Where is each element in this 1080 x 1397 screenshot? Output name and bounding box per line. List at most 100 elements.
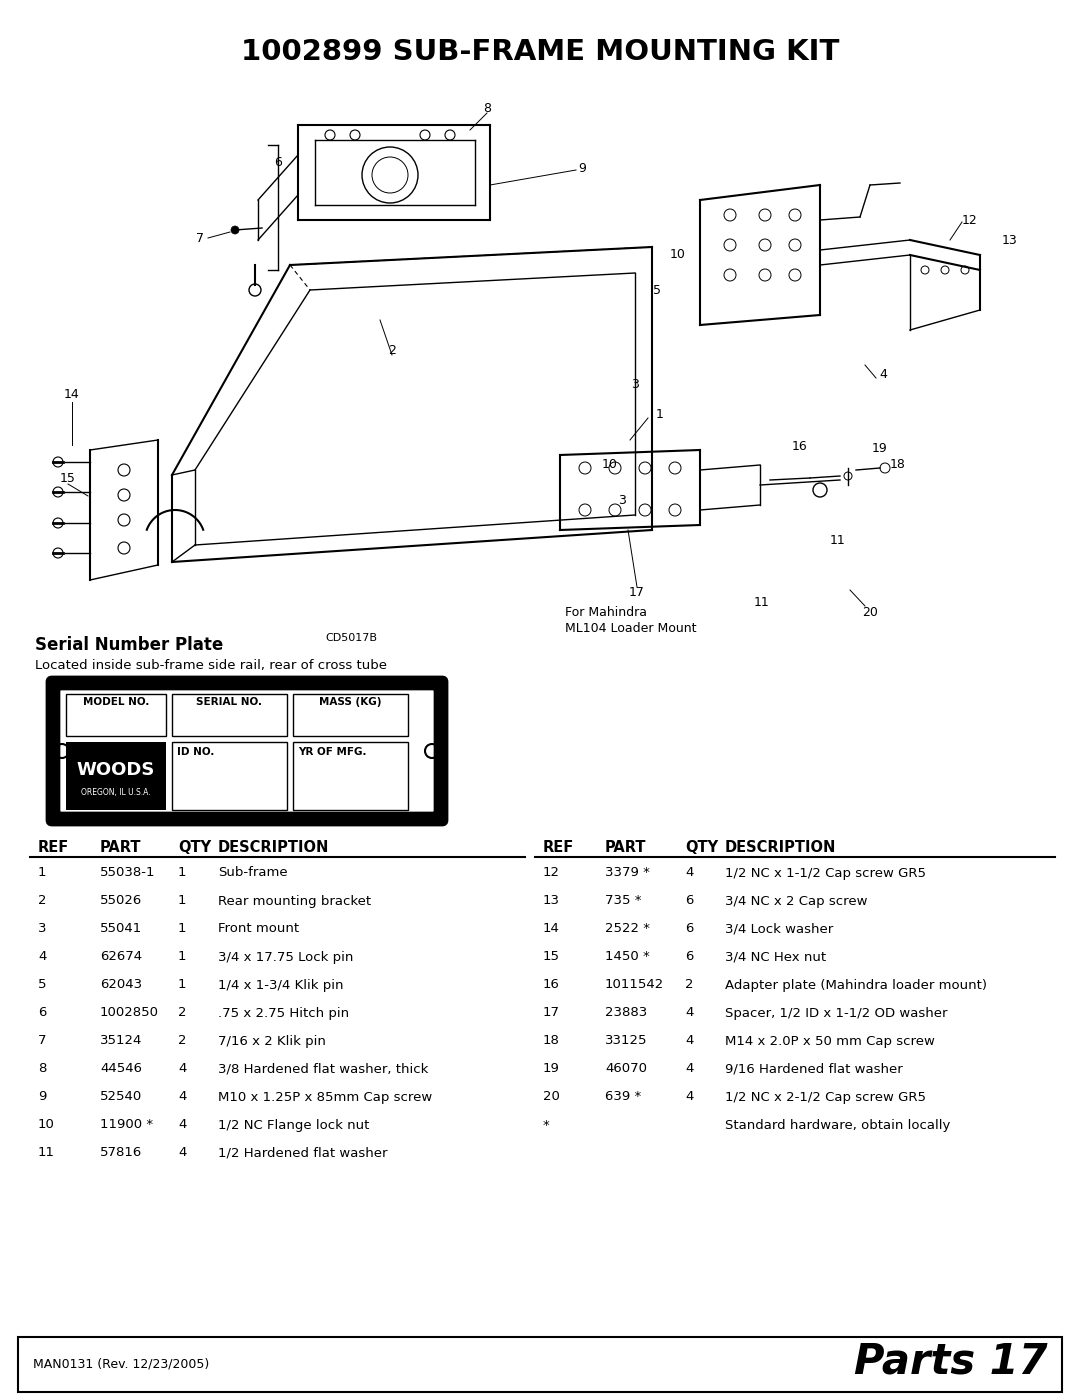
Text: 12: 12 xyxy=(962,214,977,226)
Text: 10: 10 xyxy=(602,458,618,472)
FancyBboxPatch shape xyxy=(60,690,434,812)
Text: 2: 2 xyxy=(38,894,46,908)
Text: 14: 14 xyxy=(64,388,80,401)
Text: 20: 20 xyxy=(862,605,878,619)
Text: 1/4 x 1-3/4 Klik pin: 1/4 x 1-3/4 Klik pin xyxy=(218,978,343,992)
Bar xyxy=(172,742,287,810)
Text: Located inside sub-frame side rail, rear of cross tube: Located inside sub-frame side rail, rear… xyxy=(35,659,387,672)
Text: 1: 1 xyxy=(178,922,187,936)
Bar xyxy=(293,694,408,736)
Text: 2522 *: 2522 * xyxy=(605,922,650,936)
Text: MAN0131 (Rev. 12/23/2005): MAN0131 (Rev. 12/23/2005) xyxy=(33,1358,210,1370)
Text: 17: 17 xyxy=(543,1006,561,1020)
Text: Serial Number Plate: Serial Number Plate xyxy=(35,636,224,654)
Circle shape xyxy=(231,226,239,235)
Text: 23883: 23883 xyxy=(605,1006,647,1020)
Text: CD5017B: CD5017B xyxy=(325,633,377,643)
Text: 1/2 NC x 1-1/2 Cap screw GR5: 1/2 NC x 1-1/2 Cap screw GR5 xyxy=(725,866,926,880)
Text: 19: 19 xyxy=(543,1063,559,1076)
Text: .75 x 2.75 Hitch pin: .75 x 2.75 Hitch pin xyxy=(218,1006,349,1020)
Text: 2: 2 xyxy=(388,344,396,356)
Text: 1011542: 1011542 xyxy=(605,978,664,992)
Text: 52540: 52540 xyxy=(100,1091,143,1104)
Text: SERIAL NO.: SERIAL NO. xyxy=(195,697,262,707)
Text: DESCRIPTION: DESCRIPTION xyxy=(218,840,329,855)
Text: 19: 19 xyxy=(873,441,888,454)
Text: Spacer, 1/2 ID x 1-1/2 OD washer: Spacer, 1/2 ID x 1-1/2 OD washer xyxy=(725,1006,947,1020)
Text: Sub-frame: Sub-frame xyxy=(218,866,287,880)
Text: Rear mounting bracket: Rear mounting bracket xyxy=(218,894,372,908)
Text: 46070: 46070 xyxy=(605,1063,647,1076)
Text: 735 *: 735 * xyxy=(605,894,642,908)
Text: 11: 11 xyxy=(831,534,846,546)
Text: 18: 18 xyxy=(543,1035,559,1048)
Text: 11900 *: 11900 * xyxy=(100,1119,153,1132)
Text: 16: 16 xyxy=(543,978,559,992)
Text: 6: 6 xyxy=(685,950,693,964)
Text: 4: 4 xyxy=(685,1063,693,1076)
Text: M10 x 1.25P x 85mm Cap screw: M10 x 1.25P x 85mm Cap screw xyxy=(218,1091,432,1104)
Bar xyxy=(66,742,166,810)
Text: 7/16 x 2 Klik pin: 7/16 x 2 Klik pin xyxy=(218,1035,326,1048)
Text: 55026: 55026 xyxy=(100,894,143,908)
Text: 4: 4 xyxy=(685,1035,693,1048)
Text: 6: 6 xyxy=(685,922,693,936)
Text: 3/4 NC x 2 Cap screw: 3/4 NC x 2 Cap screw xyxy=(725,894,867,908)
Text: 3: 3 xyxy=(618,493,626,507)
Text: 62043: 62043 xyxy=(100,978,143,992)
Text: 1: 1 xyxy=(178,978,187,992)
Text: 4: 4 xyxy=(178,1147,187,1160)
Text: 639 *: 639 * xyxy=(605,1091,642,1104)
Text: 4: 4 xyxy=(685,866,693,880)
Text: 9: 9 xyxy=(38,1091,46,1104)
Text: 6: 6 xyxy=(274,156,282,169)
Text: 3: 3 xyxy=(38,922,46,936)
Text: DESCRIPTION: DESCRIPTION xyxy=(725,840,836,855)
Text: *: * xyxy=(543,1119,550,1132)
Text: 1002850: 1002850 xyxy=(100,1006,159,1020)
Text: 2: 2 xyxy=(178,1035,187,1048)
Text: 1: 1 xyxy=(178,866,187,880)
Text: 5: 5 xyxy=(38,978,46,992)
Text: 8: 8 xyxy=(38,1063,46,1076)
Text: 2: 2 xyxy=(685,978,693,992)
Bar xyxy=(18,1337,1062,1391)
Text: 4: 4 xyxy=(685,1091,693,1104)
Text: Front mount: Front mount xyxy=(218,922,299,936)
Text: 35124: 35124 xyxy=(100,1035,143,1048)
Text: 3: 3 xyxy=(631,379,639,391)
Text: 4: 4 xyxy=(879,369,887,381)
Text: WOODS: WOODS xyxy=(77,761,156,780)
Text: 6: 6 xyxy=(38,1006,46,1020)
Text: 62674: 62674 xyxy=(100,950,143,964)
Text: 1450 *: 1450 * xyxy=(605,950,650,964)
Text: For Mahindra: For Mahindra xyxy=(565,605,647,619)
Text: 9: 9 xyxy=(578,162,586,175)
Text: 3/8 Hardened flat washer, thick: 3/8 Hardened flat washer, thick xyxy=(218,1063,429,1076)
Text: M14 x 2.0P x 50 mm Cap screw: M14 x 2.0P x 50 mm Cap screw xyxy=(725,1035,935,1048)
Text: 15: 15 xyxy=(60,472,76,485)
Text: 4: 4 xyxy=(685,1006,693,1020)
Text: 4: 4 xyxy=(178,1119,187,1132)
Text: ID NO.: ID NO. xyxy=(177,747,214,757)
Bar xyxy=(172,694,287,736)
Text: 1/2 Hardened flat washer: 1/2 Hardened flat washer xyxy=(218,1147,388,1160)
Text: 17: 17 xyxy=(629,587,645,599)
Text: REF: REF xyxy=(543,840,575,855)
Text: 11: 11 xyxy=(38,1147,55,1160)
Text: 14: 14 xyxy=(543,922,559,936)
Text: QTY: QTY xyxy=(685,840,718,855)
Text: MODEL NO.: MODEL NO. xyxy=(83,697,149,707)
Text: 13: 13 xyxy=(543,894,561,908)
Text: PART: PART xyxy=(100,840,141,855)
Text: PART: PART xyxy=(605,840,647,855)
Text: REF: REF xyxy=(38,840,69,855)
Text: 1: 1 xyxy=(178,894,187,908)
Text: Standard hardware, obtain locally: Standard hardware, obtain locally xyxy=(725,1119,950,1132)
Text: 2: 2 xyxy=(178,1006,187,1020)
Text: 8: 8 xyxy=(483,102,491,115)
Text: 10: 10 xyxy=(670,249,686,261)
Text: Adapter plate (Mahindra loader mount): Adapter plate (Mahindra loader mount) xyxy=(725,978,987,992)
Text: 1: 1 xyxy=(656,408,664,422)
Text: 3/4 NC Hex nut: 3/4 NC Hex nut xyxy=(725,950,826,964)
